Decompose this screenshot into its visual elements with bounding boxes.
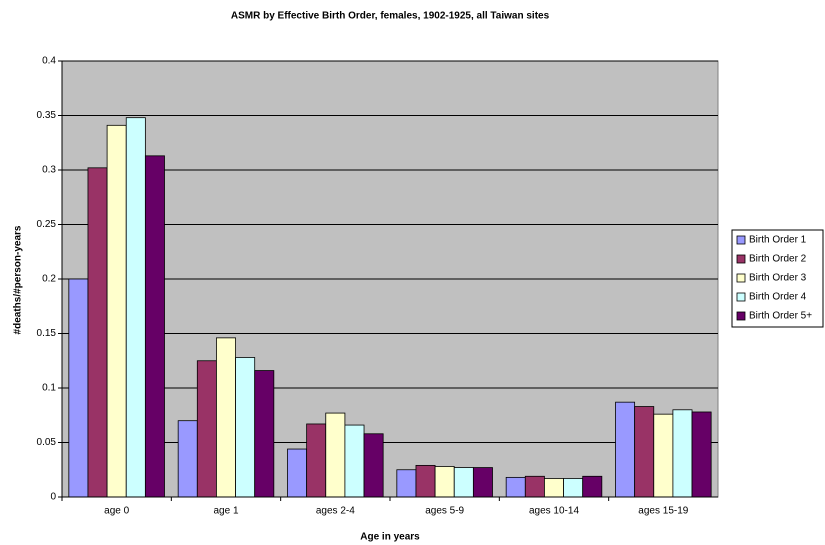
bar	[615, 401, 636, 498]
legend-label: Birth Order 4	[749, 292, 807, 303]
bar	[306, 423, 327, 498]
bar	[415, 464, 436, 498]
legend-swatch	[736, 235, 746, 245]
bar	[106, 124, 127, 498]
bar	[196, 360, 217, 498]
legend-swatch	[736, 311, 746, 321]
legend-swatch	[736, 254, 746, 264]
bar	[524, 475, 545, 498]
bar	[653, 413, 674, 498]
y-tick-label: 0	[50, 492, 56, 503]
y-tick-label: 0.4	[42, 56, 56, 67]
bar	[363, 433, 384, 498]
bar	[582, 475, 603, 498]
chart-title: ASMR by Effective Birth Order, females, …	[231, 11, 550, 22]
bar	[177, 420, 198, 498]
y-tick-label: 0.2	[42, 274, 56, 285]
y-tick-label: 0.1	[42, 383, 56, 394]
bar	[691, 411, 712, 498]
legend-box	[731, 229, 824, 328]
bar	[344, 424, 365, 498]
legend-label: Birth Order 2	[749, 254, 807, 265]
bar	[287, 448, 308, 498]
bar	[68, 278, 89, 498]
x-tick-label: age 0	[104, 506, 129, 517]
bar	[634, 406, 655, 498]
bar	[254, 370, 275, 498]
y-tick-label: 0.35	[37, 110, 57, 121]
bar	[453, 467, 474, 498]
bar	[235, 357, 256, 498]
legend-label: Birth Order 5+	[749, 311, 812, 322]
bar	[325, 412, 346, 498]
y-tick-label: 0.05	[37, 437, 57, 448]
y-tick-label: 0.15	[37, 328, 57, 339]
bar	[125, 117, 146, 498]
legend-swatch	[736, 292, 746, 302]
bar	[144, 155, 165, 498]
y-axis-label: #deaths/#person-years	[13, 225, 24, 334]
x-tick-label: age 1	[213, 506, 238, 517]
bar	[87, 167, 108, 498]
legend-label: Birth Order 1	[749, 235, 807, 246]
x-tick-label: ages 15-19	[638, 506, 688, 517]
x-tick-label: ages 2-4	[316, 506, 355, 517]
x-axis-label: Age in years	[360, 532, 420, 543]
legend-swatch	[736, 273, 746, 283]
bar	[434, 466, 455, 498]
bar	[216, 337, 236, 498]
bar	[472, 467, 493, 498]
x-tick-label: ages 10-14	[529, 506, 579, 517]
legend-label: Birth Order 3	[749, 273, 807, 284]
bar	[544, 478, 564, 498]
bar	[563, 478, 584, 498]
bar	[396, 469, 417, 498]
x-tick-label: ages 5-9	[425, 506, 464, 517]
bar	[505, 476, 526, 498]
y-tick-label: 0.3	[42, 165, 56, 176]
bar	[672, 409, 693, 498]
y-tick-label: 0.25	[37, 219, 57, 230]
